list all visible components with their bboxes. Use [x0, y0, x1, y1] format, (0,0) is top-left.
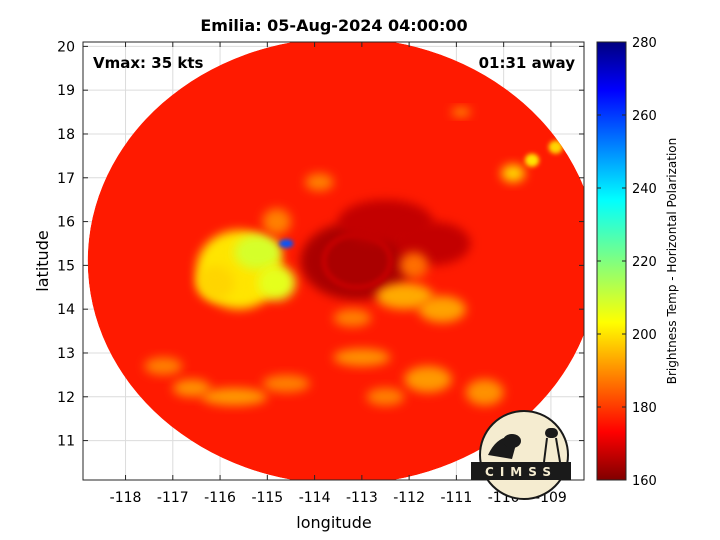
x-tick-label: -115 [251, 490, 283, 506]
vmax-annotation: Vmax: 35 kts [93, 54, 203, 72]
colorbar-tick-label: 160 [632, 474, 657, 489]
x-tick-label: -118 [110, 490, 142, 506]
convective-feature [333, 309, 372, 327]
convective-feature [196, 265, 235, 301]
logo-text: CIMSS [485, 465, 557, 479]
cimss-logo: CIMSS [471, 410, 571, 500]
water-tower-leg-icon [555, 437, 561, 463]
y-tick-label: 11 [57, 434, 75, 450]
convective-feature [257, 265, 296, 301]
time-away-annotation: 01:31 away [479, 54, 576, 72]
convective-feature [501, 164, 525, 183]
storm-eye [321, 231, 394, 291]
convective-feature [376, 282, 433, 310]
convective-feature [366, 388, 405, 406]
y-tick-label: 17 [57, 171, 75, 187]
plot-frame [82, 41, 585, 481]
convective-feature [305, 173, 334, 191]
colorbar-tick-label: 280 [632, 36, 657, 51]
x-tick-label: -116 [204, 490, 236, 506]
microwave-swath [87, 42, 584, 480]
colorbar-label: Brightness Temp - Horizontal Polarizatio… [665, 138, 679, 385]
x-axis-label: longitude [296, 513, 371, 532]
x-tick-label: -113 [346, 490, 378, 506]
convective-feature [279, 239, 294, 248]
convective-feature [404, 366, 452, 393]
convective-feature [465, 379, 504, 406]
colorbar-tick-label: 220 [632, 255, 657, 270]
convective-feature [548, 140, 563, 154]
y-tick-label: 15 [57, 258, 75, 274]
convective-feature [399, 252, 429, 279]
water-tower-leg-icon [543, 437, 548, 463]
x-tick-label: -112 [393, 490, 425, 506]
convective-feature [524, 153, 540, 167]
convective-feature [262, 208, 291, 235]
logo-banner [471, 462, 571, 480]
convective-feature [172, 379, 211, 397]
colorbar-ticks: 160 180 200 220 240 260 280 [597, 36, 657, 489]
convective-feature [262, 374, 310, 393]
radome-icon [503, 434, 521, 448]
colorbar [596, 41, 627, 481]
convective-feature [144, 357, 183, 375]
y-tick-label: 19 [57, 83, 75, 99]
colorbar-tick-label: 260 [632, 109, 657, 124]
y-tick-label: 12 [57, 390, 75, 406]
y-axis-ticks: 11 12 13 14 15 16 17 18 19 20 [57, 39, 584, 450]
chart-title: Emilia: 05-Aug-2024 04:00:00 [200, 16, 467, 35]
convective-feature [418, 296, 466, 323]
x-tick-label: -117 [157, 490, 189, 506]
x-tick-label: -111 [440, 490, 472, 506]
y-axis-label: latitude [33, 230, 52, 291]
y-tick-label: 13 [57, 346, 75, 362]
y-tick-label: 18 [57, 127, 75, 143]
colorbar-tick-label: 180 [632, 401, 657, 416]
convective-feature [234, 234, 282, 270]
y-tick-label: 16 [57, 215, 75, 231]
convective-feature [333, 348, 391, 367]
colorbar-tick-label: 200 [632, 328, 657, 343]
convective-feature [201, 388, 268, 406]
water-tower-icon [545, 428, 558, 438]
convective-feature [451, 107, 471, 117]
y-tick-label: 20 [57, 39, 75, 55]
colorbar-tick-label: 240 [632, 182, 657, 197]
x-tick-label: -114 [299, 490, 331, 506]
y-tick-label: 14 [57, 302, 75, 318]
